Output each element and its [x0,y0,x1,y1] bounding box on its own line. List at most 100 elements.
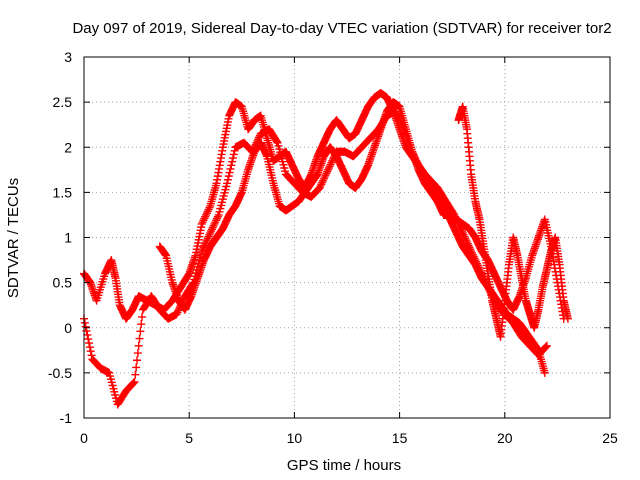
data-point [84,335,93,344]
data-point [207,225,216,234]
data-point [197,219,206,228]
data-point [230,146,239,155]
data-point [204,205,213,214]
data-point [137,320,146,329]
data-point [136,327,145,336]
y-tick-label: 3 [64,49,72,65]
y-tick-label: 2.5 [53,94,73,110]
data-point [393,110,402,119]
data-point [470,254,479,263]
data-point [205,203,214,212]
data-point [129,378,138,387]
data-point [202,210,211,219]
data-point [81,322,90,331]
data-point [473,261,482,270]
data-point [172,310,181,319]
y-tick-label: 1 [64,230,72,246]
data-point [227,161,236,170]
data-point [202,238,211,247]
data-point [457,227,466,236]
x-tick-label: 15 [392,430,408,446]
data-point [224,172,233,181]
data-point [208,223,217,232]
y-tick-label: 2 [64,139,72,155]
data-point [563,314,572,323]
data-point [223,179,232,188]
data-point [86,347,95,356]
data-point [479,274,488,283]
data-point [213,212,222,221]
axis-ticks: 0 5 10 15 20 25 -1 -0.5 0 0.5 1 1.5 2 2.5 3 [48,49,618,446]
data-point [204,232,213,241]
data-point [459,230,468,239]
data-point [199,216,208,225]
chart-title: Day 097 of 2019, Sidereal Day-to-day VTE… [72,20,611,37]
data-point [319,176,328,185]
x-tick-label: 10 [287,430,303,446]
series-track-c [155,98,568,323]
data-point [83,330,92,339]
y-tick-label: 0 [64,320,72,336]
data-point [226,164,235,173]
x-tick-label: 0 [80,430,88,446]
data-point [131,370,140,379]
data-point [202,209,211,218]
data-point [327,158,336,167]
data-point [315,183,324,192]
data-point [317,180,326,189]
data-point [87,351,96,360]
data-point [469,252,478,261]
data-point [225,168,234,177]
data-point [460,232,469,241]
data-point [322,169,331,178]
data-point [476,266,485,275]
data-point [80,318,89,327]
data-point [326,160,335,169]
data-point [228,157,237,166]
data-point [467,248,476,257]
data-point [209,221,218,230]
data-point [134,341,143,350]
x-tick-label: 5 [185,430,193,446]
data-point [320,173,329,182]
data-point [85,343,94,352]
data-point [211,218,220,227]
data-point [473,259,482,268]
data-point [461,234,470,243]
data-point [462,236,471,245]
data-point [464,241,473,250]
data-point [316,182,325,191]
data-point [202,236,211,245]
data-point [201,212,210,221]
data-point [474,263,483,272]
data-point [203,207,212,216]
y-tick-label: -0.5 [48,365,72,381]
series-track-d [454,102,572,341]
data-point [255,133,264,142]
data-point [198,218,207,227]
data-point [128,379,137,388]
x-tick-label: 20 [497,430,513,446]
data-point [478,270,487,279]
y-axis-label: SDTVAR / TECUs [5,178,22,298]
data-point [212,216,221,225]
data-point [477,268,486,277]
data-point [138,312,147,321]
data-point [223,175,232,184]
data-point [200,214,209,223]
data-point [133,349,142,358]
data-point [480,275,489,284]
data-point [272,137,281,146]
data-point [468,250,477,259]
data-point [173,308,182,317]
y-tick-label: -1 [60,410,73,426]
data-point [466,245,475,254]
data-point [542,342,551,351]
data-point [467,247,476,256]
data-point [229,150,238,159]
data-point [207,227,216,236]
data-point [85,339,94,348]
data-point [325,162,334,171]
data-point [132,363,141,372]
